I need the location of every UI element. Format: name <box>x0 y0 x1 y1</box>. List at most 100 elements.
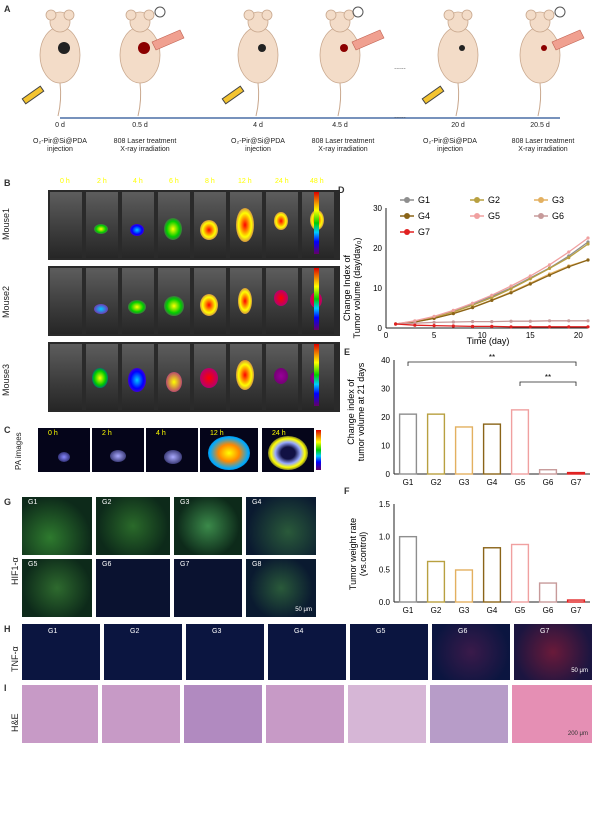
legend-marker-g3 <box>538 197 544 203</box>
chart-d-xlabel: Time (day) <box>467 336 510 346</box>
chart-e-ylabel-1: Change index of <box>346 379 356 445</box>
timeline-day-0-5: 0.5 d <box>132 122 148 129</box>
category-label-g5: G5 <box>515 606 526 615</box>
data-point-g5 <box>567 250 571 254</box>
data-point-g6 <box>432 320 436 324</box>
timeline-day-0: 0 d <box>55 122 65 129</box>
panel-label-c: C <box>4 425 11 435</box>
tnf-tile-g1: G1 <box>22 624 100 680</box>
time-label-6h: 6 h <box>169 178 179 185</box>
data-point-g7 <box>394 322 398 326</box>
data-point-g7 <box>413 323 417 327</box>
chart-d-ylabel-1: Change Index of <box>342 254 352 321</box>
data-point-g7 <box>470 324 475 328</box>
tnf-tile-g5: G5 <box>350 624 428 680</box>
timeline-day-20: 20 d <box>451 122 465 129</box>
data-point-g4 <box>567 265 571 269</box>
mouse2-label: Mouse2 <box>1 285 11 318</box>
data-point-g4 <box>490 298 494 302</box>
syringe-icon <box>21 85 445 105</box>
hif-tile-g6: G6 <box>96 559 170 617</box>
bar-g1 <box>398 413 418 475</box>
bar-g6 <box>538 469 558 475</box>
legend-label-g7: G7 <box>418 227 430 237</box>
category-label-g3: G3 <box>459 606 470 615</box>
category-label-g5: G5 <box>515 478 526 487</box>
category-label-g1: G1 <box>403 606 414 615</box>
colorbar-pa <box>316 430 321 470</box>
pa-image-24h: 24 h <box>262 428 314 472</box>
tnf-scale-bar: 50 μm <box>571 668 588 674</box>
legend-label-g3: G3 <box>552 195 564 205</box>
fluorescence-row-mouse2 <box>48 266 340 336</box>
data-point-g6 <box>451 320 455 324</box>
category-label-g4: G4 <box>487 478 498 487</box>
hif-tile-g2: G2 <box>96 497 170 555</box>
data-point-g7 <box>547 325 552 329</box>
significance-label-g5-g7: ** <box>545 373 551 382</box>
pa-label: PA images <box>14 432 23 470</box>
data-point-g2 <box>528 277 532 281</box>
bar-g5 <box>510 543 530 603</box>
chartF-y-tick: 1.0 <box>379 533 391 542</box>
tumor-volume-bar-chart: Change index of tumor volume at 21 days … <box>346 353 590 487</box>
legend-label-g4: G4 <box>418 211 430 221</box>
laser-label-2: 808 Laser treatment X-ray irradiation <box>311 138 375 153</box>
panel-label-g: G <box>4 497 12 507</box>
data-point-g7 <box>528 325 532 329</box>
data-point-g6 <box>586 319 590 323</box>
hif1a-label: HIF1-α <box>10 557 20 585</box>
he-tile-1 <box>22 685 98 743</box>
pa-image-2h: 2 h <box>92 428 144 472</box>
data-point-g5 <box>413 319 417 323</box>
category-label-g1: G1 <box>403 478 414 487</box>
colorbar-mouse1 <box>314 192 319 254</box>
mouse-icon-5 <box>437 9 479 84</box>
data-point-g4 <box>528 282 532 286</box>
chart-d-ylabel-2: Tumor volume (day/day₀) <box>352 238 362 339</box>
tnf-label: TNF-α <box>10 646 20 672</box>
bar-g2 <box>426 560 446 603</box>
data-point-g2 <box>509 287 513 291</box>
legend-label-g2: G2 <box>488 195 500 205</box>
time-label-4h: 4 h <box>133 178 143 185</box>
mouse-icon-3 <box>237 9 279 84</box>
data-point-g6 <box>567 319 571 323</box>
chart-d-x-tick: 5 <box>432 331 437 340</box>
chartE-y-tick: 0 <box>386 470 391 479</box>
legend-marker-g7 <box>404 229 410 235</box>
timeline-day-20-5: 20.5 d <box>530 122 550 129</box>
legend-label-g1: G1 <box>418 195 430 205</box>
chart-f-ylabel-1: Tumor weight rate <box>348 518 358 590</box>
he-tile-7: 200 μm <box>512 685 592 743</box>
chart-f-ylabel-2: (vs.control) <box>358 532 368 577</box>
data-point-g6 <box>470 320 475 324</box>
time-label-12h: 12 h <box>238 178 252 185</box>
bar-g1 <box>398 535 418 603</box>
legend-marker-g4 <box>404 213 410 219</box>
chart-d-x-tick: 15 <box>526 331 535 340</box>
he-tile-3 <box>184 685 262 743</box>
bar-g3 <box>454 426 474 475</box>
hif-tile-g7: G7 <box>174 559 242 617</box>
legend-marker-g5 <box>474 213 480 219</box>
bar-g7 <box>566 471 586 475</box>
series-line-g3 <box>395 259 589 325</box>
he-tile-6 <box>430 685 508 743</box>
data-point-g2 <box>490 296 494 300</box>
injection-label-1: O₂-Pir@Si@PDA injection <box>33 138 87 153</box>
category-label-g7: G7 <box>571 478 582 487</box>
pa-image-0h: 0 h <box>38 428 90 472</box>
pa-image-12h: 12 h <box>200 428 258 472</box>
bar-g2 <box>426 413 446 475</box>
he-label: H&E <box>10 713 20 732</box>
data-point-g4 <box>451 312 455 316</box>
series-line-g2 <box>395 243 589 325</box>
chart-d-x-tick: 10 <box>478 331 487 340</box>
tnf-tile-g7: G7 50 μm <box>514 624 592 680</box>
data-point-g5 <box>451 308 455 312</box>
he-tile-5 <box>348 685 426 743</box>
he-scale-bar: 200 μm <box>567 731 588 737</box>
data-point-g4 <box>586 258 590 262</box>
bar-g3 <box>454 569 474 603</box>
